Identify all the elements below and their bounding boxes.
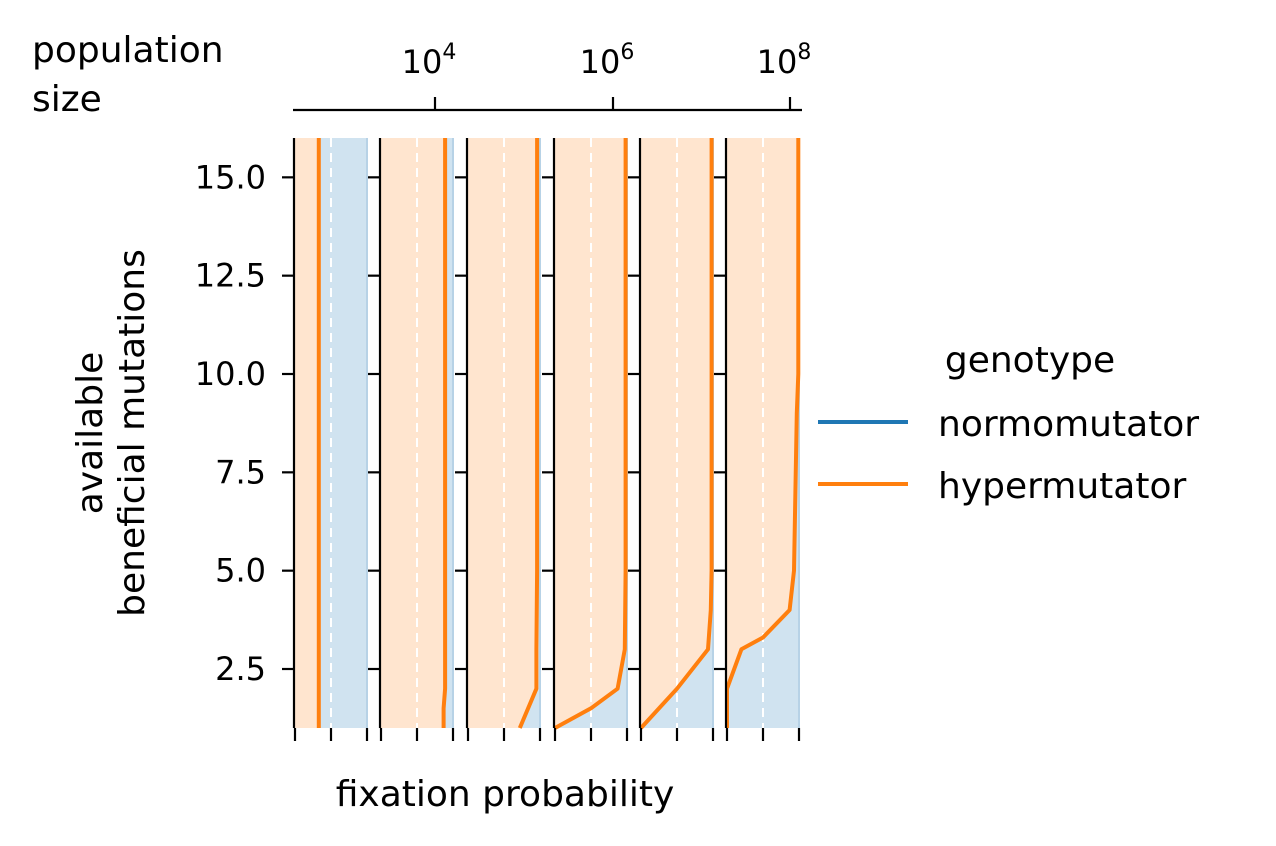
population-size-tick-label: 106	[580, 40, 635, 81]
hypermutator-line	[725, 138, 801, 728]
hypermutator-line	[441, 138, 448, 728]
panel-2	[368, 138, 455, 741]
hypermutator-area	[295, 138, 319, 728]
y-axis-title-line2: beneficial mutations	[112, 249, 153, 617]
population-size-tick-label: 104	[402, 40, 457, 81]
legend: genotype normomutator hypermutator	[818, 340, 1199, 507]
population-size-tick-label: 108	[757, 40, 812, 81]
panel-6	[714, 138, 801, 741]
panel-1	[282, 138, 369, 741]
population-size-title-line2: size	[32, 79, 102, 120]
y-tick-label: 5.0	[215, 552, 266, 590]
y-tick-label: 15.0	[195, 158, 266, 196]
hypermutator-line	[554, 138, 628, 730]
panel-4	[542, 138, 629, 741]
panels-group	[282, 138, 801, 741]
panel-3	[455, 138, 542, 741]
hypermutator-area	[555, 138, 626, 728]
panel-5	[628, 138, 715, 741]
hypermutator-area	[641, 138, 712, 728]
hypermutator-area	[727, 138, 799, 728]
population-size-axis: 104 106 108	[293, 40, 812, 112]
y-tick-label: 7.5	[215, 453, 266, 491]
y-tick-label: 10.0	[195, 355, 266, 393]
population-size-title-line1: population	[32, 30, 224, 71]
legend-title: genotype	[945, 340, 1115, 381]
hypermutator-area	[381, 138, 446, 728]
legend-label-hypermutator: hypermutator	[938, 466, 1186, 507]
hypermutator-area	[468, 138, 538, 728]
x-axis-title: fixation probability	[336, 774, 675, 815]
y-tick-label: 2.5	[215, 650, 266, 688]
y-axis-title-line1: available	[70, 352, 111, 515]
y-tick-labels: 2.5 5.0 7.5 10.0 12.5 15.0	[195, 158, 266, 688]
hypermutator-line	[639, 138, 714, 730]
y-tick-label: 12.5	[195, 257, 266, 295]
hypermutator-line	[517, 138, 540, 729]
legend-label-normomutator: normomutator	[938, 404, 1199, 445]
